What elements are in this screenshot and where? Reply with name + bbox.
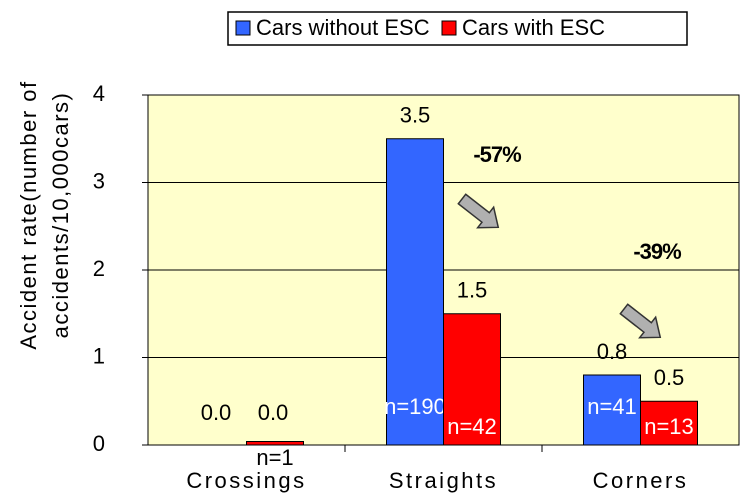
legend [227, 11, 688, 46]
legend-swatch [441, 20, 457, 36]
bar [640, 400, 698, 446]
n-label: n=42 [447, 414, 497, 439]
legend-swatch [235, 20, 251, 36]
annotation-arrow [457, 193, 500, 229]
legend-label: Cars with ESC [462, 15, 605, 40]
y-tick-label: 0 [93, 431, 105, 456]
y-axis-label: Accident rate(number of [16, 80, 41, 349]
arrow-shape [619, 303, 662, 339]
y-tick-label: 1 [93, 343, 105, 368]
x-tick-label: Crossings [186, 468, 306, 493]
bar [386, 138, 444, 446]
n-label: n=41 [587, 394, 637, 419]
legend-label: Cars without ESC [256, 15, 430, 40]
bar [443, 313, 501, 446]
value-label: 1.5 [457, 278, 488, 303]
n-label: n=190 [384, 394, 446, 419]
n-label: n=13 [644, 414, 694, 439]
y-tick-label: 2 [93, 256, 105, 281]
x-tick-label: Straights [389, 468, 498, 493]
y-tick-label: 3 [93, 168, 105, 193]
arrow-shape [457, 193, 500, 229]
bar [583, 374, 641, 446]
value-label: 0.8 [597, 339, 628, 364]
value-label: 0.0 [201, 400, 232, 425]
bar [246, 441, 304, 446]
n-label: n=1 [256, 445, 293, 470]
y-axis-label: accidents/10,000cars) [48, 92, 73, 339]
value-label: 0.5 [654, 365, 685, 390]
annotation: -39% [633, 239, 681, 264]
x-tick-label: Corners [593, 468, 689, 493]
value-label: 3.5 [400, 103, 431, 128]
annotation-arrow [619, 303, 662, 339]
annotation: -57% [473, 142, 521, 167]
y-tick-label: 4 [93, 81, 105, 106]
value-label: 0.0 [258, 400, 289, 425]
